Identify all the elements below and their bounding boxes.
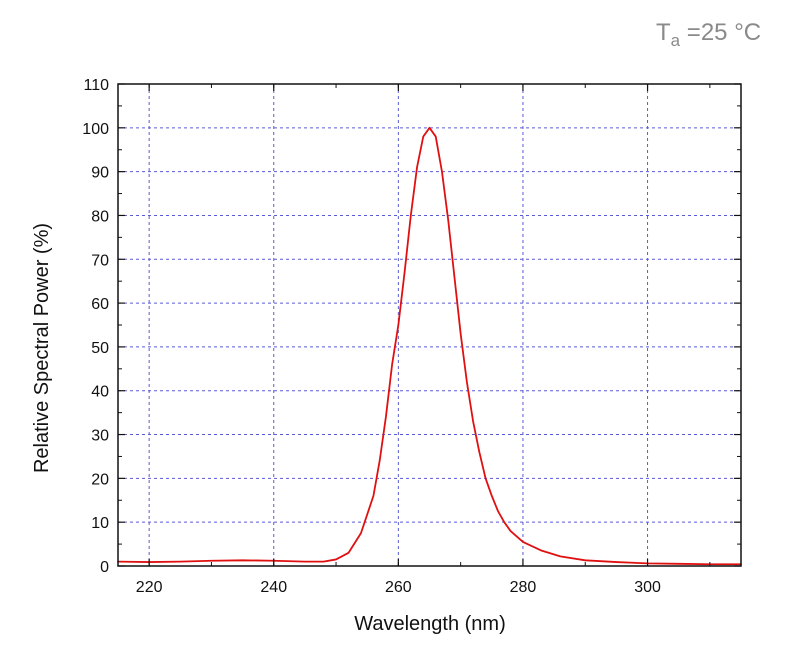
y-tick-label: 50 bbox=[91, 340, 109, 357]
series-layer bbox=[117, 126, 742, 566]
label-layer: 220 240 260 280 300 0 10 20 30 40 50 60 70 80 90 100 110 bbox=[82, 77, 661, 596]
y-tick-label: 10 bbox=[91, 515, 109, 532]
x-tick-label: 280 bbox=[510, 579, 537, 596]
y-tick-label: 0 bbox=[100, 559, 109, 576]
axis-layer bbox=[117, 83, 742, 567]
y-tick-label: 90 bbox=[91, 165, 109, 182]
x-axis-title: Wavelength (nm) bbox=[354, 613, 506, 635]
y-tick-label: 30 bbox=[91, 428, 109, 445]
y-tick-label: 110 bbox=[83, 77, 109, 94]
y-tick-label: 70 bbox=[91, 252, 109, 269]
temperature-annotation-subscript: a bbox=[671, 31, 681, 50]
temperature-annotation-main: T bbox=[656, 19, 671, 46]
y-tick-label: 100 bbox=[82, 121, 109, 138]
y-axis-title: Relative Spectral Power (%) bbox=[31, 223, 53, 473]
series-line-0 bbox=[117, 126, 742, 566]
y-tick-label: 60 bbox=[91, 296, 109, 313]
x-tick-label: 300 bbox=[634, 579, 661, 596]
temperature-annotation: Ta =25 °C bbox=[656, 19, 761, 50]
y-tick-label: 20 bbox=[91, 471, 109, 488]
grid-layer bbox=[118, 84, 741, 566]
temperature-annotation-suffix: =25 °C bbox=[680, 19, 761, 46]
x-tick-label: 220 bbox=[136, 579, 163, 596]
y-tick-label: 80 bbox=[91, 208, 109, 225]
x-tick-label: 260 bbox=[385, 579, 412, 596]
y-tick-label: 40 bbox=[91, 384, 109, 401]
x-tick-label: 240 bbox=[260, 579, 287, 596]
